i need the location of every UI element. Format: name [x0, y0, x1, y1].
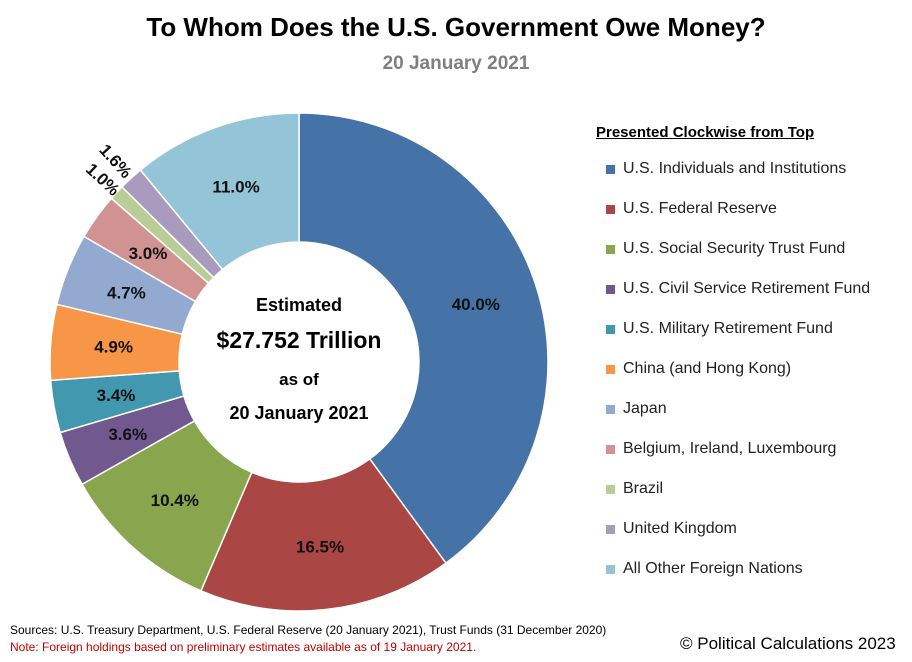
legend-swatch: [606, 244, 615, 254]
note-text: Note: Foreign holdings based on prelimin…: [10, 640, 477, 654]
legend-swatch: [606, 204, 615, 214]
slice-label-5: 4.9%: [94, 338, 133, 357]
legend-item: China (and Hong Kong): [606, 360, 791, 378]
legend-item: United Kingdom: [606, 520, 737, 538]
legend-title: Presented Clockwise from Top: [596, 124, 815, 141]
legend-swatch: [606, 564, 615, 574]
slice-label-0: 40.0%: [452, 295, 500, 314]
legend-swatch: [606, 364, 615, 374]
legend-item: U.S. Civil Service Retirement Fund: [606, 280, 870, 298]
legend-swatch: [606, 444, 615, 454]
center-label-date: 20 January 2021: [229, 403, 369, 423]
slice-label-10: 11.0%: [212, 177, 259, 196]
legend-label: All Other Foreign Nations: [623, 560, 803, 577]
slice-10: [139, 112, 300, 271]
center-label-estimated: Estimated: [255, 295, 343, 315]
legend-swatch: [606, 404, 615, 414]
slice-label-7: 3.0%: [129, 244, 168, 263]
legend-label: U.S. Civil Service Retirement Fund: [623, 280, 871, 297]
legend-label: Brazil: [623, 480, 664, 497]
slice-label-4: 3.4%: [97, 386, 136, 405]
legend-item: Japan: [606, 400, 667, 418]
legend-label: U.S. Federal Reserve: [623, 200, 777, 217]
legend-label: Belgium, Ireland, Luxembourg: [623, 440, 837, 457]
slice-label-3: 3.6%: [108, 425, 147, 444]
legend-item: U.S. Individuals and Institutions: [606, 160, 846, 178]
center-label-total: $27.752 Trillion: [216, 327, 382, 353]
slice-label-2: 10.4%: [151, 491, 199, 510]
legend-item: U.S. Federal Reserve: [606, 200, 777, 218]
legend-item: U.S. Military Retirement Fund: [606, 320, 833, 338]
chart-subtitle: 20 January 2021: [382, 53, 530, 74]
legend-swatch: [606, 164, 615, 174]
legend-label: U.S. Individuals and Institutions: [623, 160, 847, 177]
chart-title: To Whom Does the U.S. Government Owe Mon…: [146, 12, 766, 42]
legend-item: All Other Foreign Nations: [606, 560, 803, 578]
legend-swatch: [606, 284, 615, 294]
center-label-asof: as of: [279, 370, 319, 389]
legend-swatch: [606, 524, 615, 534]
legend-label: Japan: [623, 400, 667, 417]
legend-item: Brazil: [606, 480, 663, 498]
slice-label-1: 16.5%: [296, 537, 344, 556]
legend-label: U.S. Social Security Trust Fund: [623, 240, 846, 257]
legend-swatch: [606, 484, 615, 494]
legend-label: U.S. Military Retirement Fund: [623, 320, 833, 337]
copyright-text: © Political Calculations 2023: [680, 634, 896, 653]
legend-item: U.S. Social Security Trust Fund: [606, 240, 845, 258]
slice-1: [199, 457, 447, 612]
sources-text: Sources: U.S. Treasury Department, U.S. …: [10, 623, 607, 637]
legend-swatch: [606, 324, 615, 334]
legend-item: Belgium, Ireland, Luxembourg: [606, 440, 836, 458]
legend-label: China (and Hong Kong): [623, 360, 792, 377]
slice-label-6: 4.7%: [107, 283, 146, 302]
legend-label: United Kingdom: [623, 520, 737, 537]
slice-0: [298, 112, 549, 565]
